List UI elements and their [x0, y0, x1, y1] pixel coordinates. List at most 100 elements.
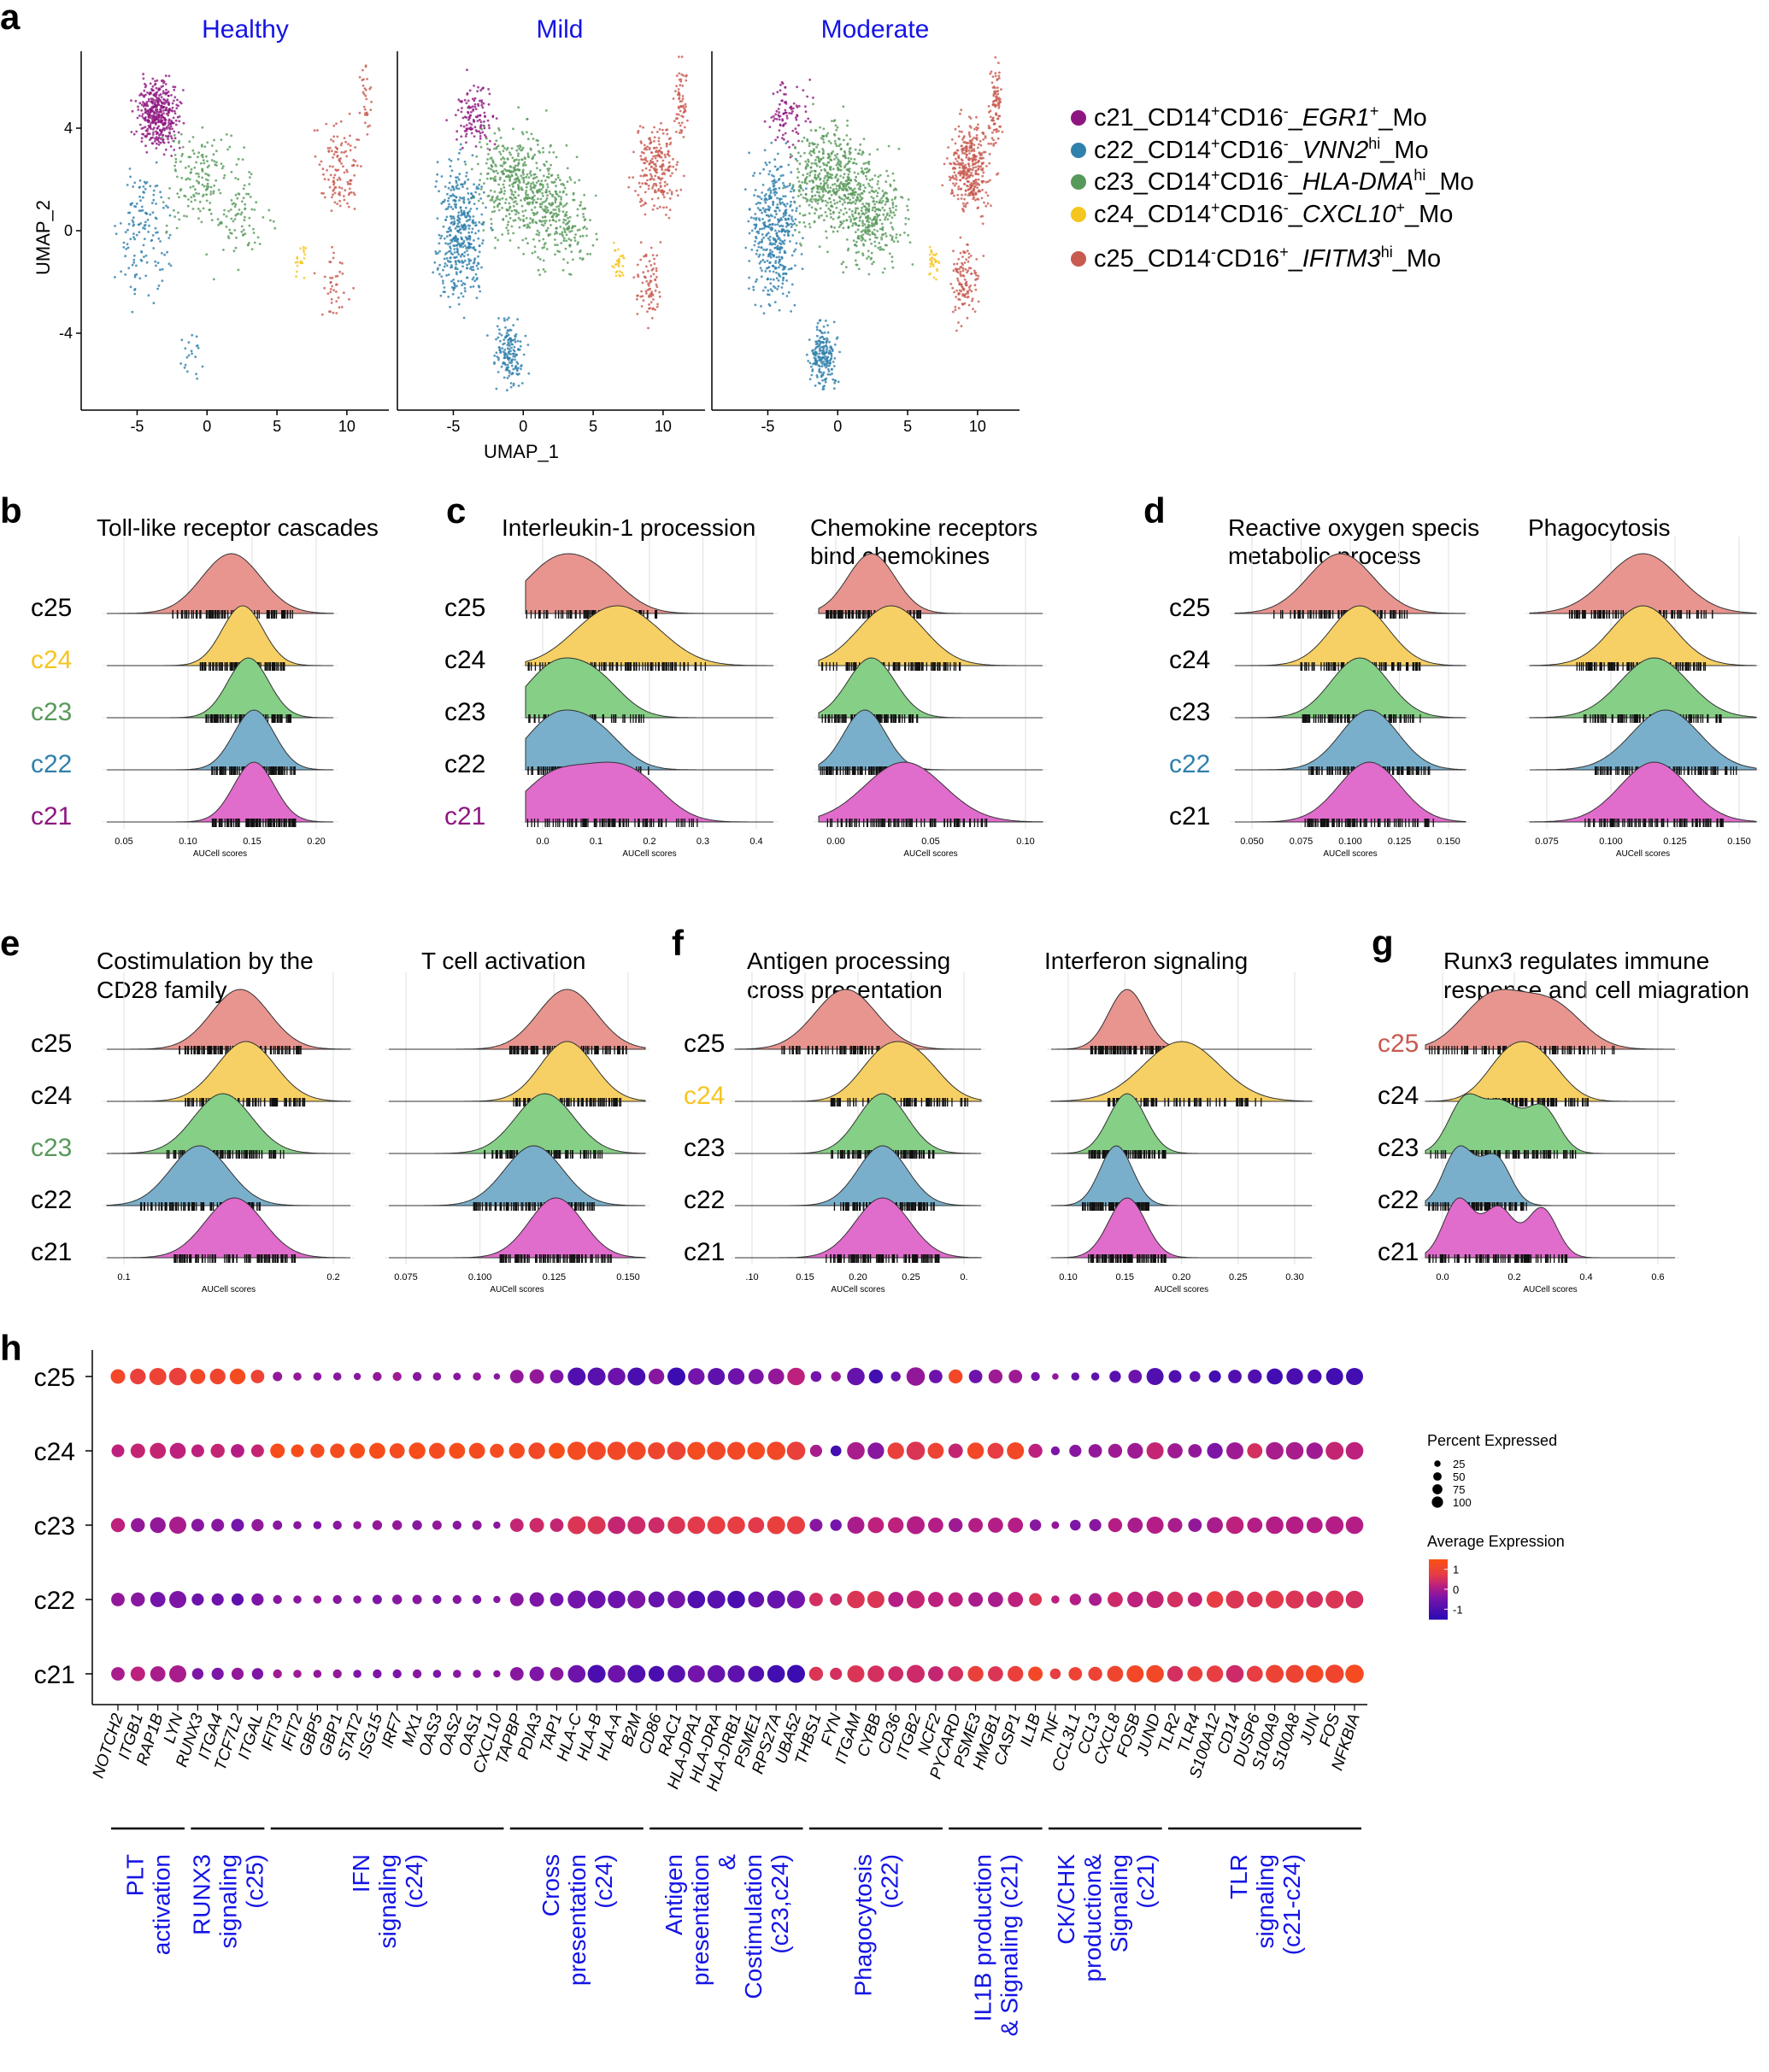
umap-cell-point: [491, 160, 495, 163]
umap-cell-point: [455, 271, 458, 274]
umap-cell-point: [761, 238, 764, 241]
umap-cell-point: [873, 216, 876, 219]
umap-cell-point: [861, 206, 863, 209]
umap-cell-point: [521, 170, 525, 173]
umap-cell-point: [967, 286, 971, 289]
umap-cell-point: [168, 233, 172, 237]
umap-cell-point: [772, 182, 775, 185]
umap-cell-point: [475, 296, 479, 300]
umap-cell-point: [796, 132, 800, 135]
ridge-xtick-label: 0.05: [115, 836, 132, 847]
umap-cell-point: [143, 255, 145, 258]
umap-xtick-label: 10: [338, 418, 356, 435]
umap-cell-point: [302, 248, 305, 251]
umap-cell-point: [772, 278, 775, 281]
umap-cell-point: [895, 204, 897, 208]
umap-cell-point: [822, 338, 826, 340]
umap-cell-point: [678, 72, 681, 75]
umap-cell-point: [473, 279, 477, 283]
umap-cell-point: [494, 179, 497, 183]
umap-cell-point: [356, 138, 358, 141]
umap-cell-point: [542, 150, 544, 154]
umap-cell-point: [229, 232, 232, 234]
umap-cell-point: [960, 197, 963, 200]
umap-cell-point: [669, 174, 673, 178]
umap-cell-point: [591, 244, 595, 247]
umap-cell-point: [833, 158, 836, 161]
umap-cell-point: [817, 364, 820, 367]
umap-cell-point: [480, 213, 484, 216]
umap-cell-point: [955, 173, 957, 177]
umap-cell-point: [526, 226, 529, 229]
umap-cell-point: [818, 367, 821, 371]
umap-cell-point: [806, 173, 809, 175]
umap-cell-point: [614, 271, 618, 274]
umap-cell-point: [791, 107, 795, 110]
umap-cell-point: [820, 137, 823, 140]
umap-cell-point: [819, 356, 822, 359]
umap-cell-point: [140, 140, 144, 144]
umap-cell-point: [881, 233, 884, 237]
umap-cell-point: [773, 179, 776, 181]
umap-cell-point: [826, 132, 830, 135]
umap-cell-point: [473, 246, 475, 249]
umap-cell-point: [332, 176, 336, 179]
umap-cell-point: [805, 182, 808, 185]
umap-cell-point: [829, 175, 832, 179]
umap-cell-point: [249, 176, 251, 179]
umap-cell-point: [822, 353, 826, 355]
umap-cell-point: [452, 215, 455, 219]
umap-cell-point: [192, 195, 196, 198]
umap-cell-point: [868, 224, 872, 227]
umap-cell-point: [661, 191, 665, 194]
umap-cell-point: [957, 125, 961, 128]
umap-cell-point: [449, 245, 451, 249]
umap-cell-point: [466, 249, 468, 252]
umap-cell-point: [512, 204, 515, 208]
umap-cell-point: [833, 191, 837, 195]
umap-cell-point: [182, 121, 185, 125]
umap-cell-point: [808, 222, 811, 226]
umap-cell-point: [516, 318, 519, 321]
umap-cell-point: [490, 167, 492, 171]
umap-cell-point: [985, 165, 988, 167]
umap-cell-point: [659, 205, 661, 208]
umap-cell-point: [640, 158, 644, 161]
umap-cell-point: [856, 196, 859, 199]
umap-cell-point: [946, 157, 949, 160]
legend-key-c25: [1071, 251, 1086, 267]
umap-cell-point: [685, 73, 688, 77]
umap-cell-point: [767, 232, 770, 235]
umap-cell-point: [152, 302, 156, 305]
umap-cell-point: [535, 201, 538, 204]
umap-cell-point: [659, 185, 662, 188]
umap-cell-point: [676, 194, 679, 197]
umap-cell-point: [861, 229, 865, 232]
umap-cell-point: [768, 187, 772, 190]
umap-cell-point: [160, 116, 163, 120]
umap-cell-point: [960, 158, 963, 161]
umap-cell-point: [793, 303, 796, 307]
umap-cell-point: [790, 310, 792, 313]
umap-cell-point: [172, 116, 175, 120]
umap-cell-point: [681, 115, 685, 119]
umap-cell-point: [584, 218, 587, 220]
umap-cell-point: [971, 138, 974, 141]
umap-cell-point: [865, 178, 868, 180]
umap-cell-point: [205, 155, 208, 158]
umap-cell-point: [649, 137, 651, 140]
umap-cell-point: [195, 179, 198, 183]
umap-cell-point: [895, 236, 898, 239]
umap-cell-point: [792, 249, 796, 253]
umap-cell-point: [132, 220, 135, 224]
umap-cell-point: [460, 110, 463, 114]
umap-cell-point: [758, 196, 761, 198]
umap-cell-point: [480, 103, 484, 107]
umap-cell-point: [167, 94, 170, 97]
umap-cell-point: [206, 141, 209, 144]
umap-cell-point: [510, 346, 513, 349]
umap-cell-point: [773, 193, 777, 197]
umap-cell-point: [556, 176, 560, 179]
umap-cell-point: [642, 299, 645, 302]
umap-cell-point: [842, 226, 845, 230]
